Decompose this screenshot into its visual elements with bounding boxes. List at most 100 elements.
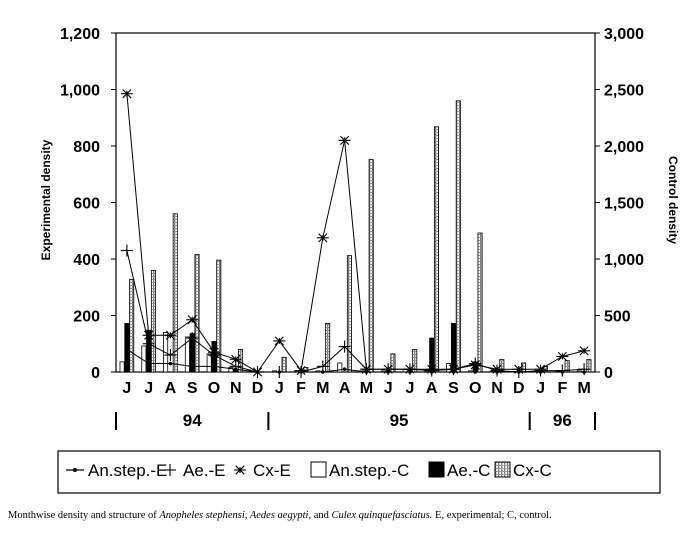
legend-label: Cx-C [513, 461, 552, 480]
month-label: S [187, 380, 198, 397]
month-label: J [122, 380, 131, 397]
bar [184, 336, 190, 373]
month-label: M [316, 380, 329, 397]
point [295, 365, 308, 376]
point [469, 360, 482, 370]
point [382, 364, 395, 374]
left-tick-label: 0 [91, 365, 100, 382]
bar [337, 362, 343, 373]
month-label: F [557, 380, 567, 397]
bar [228, 367, 234, 373]
bar-series-2 [129, 100, 592, 373]
series-line [126, 348, 585, 373]
bar [412, 348, 418, 373]
month-label: J [536, 380, 545, 397]
bar [446, 363, 452, 373]
month-label: F [296, 380, 306, 397]
legend-item: Ae.-C [428, 461, 490, 480]
caption-part: Monthwise density and structure of [8, 510, 160, 521]
point [125, 347, 129, 352]
point [164, 330, 177, 340]
point [164, 349, 177, 362]
legend: An.step.-E Ae.-E Cx-E An.step.-C Ae.-C Cx-C [57, 450, 661, 494]
left-tick-label: 400 [73, 252, 100, 269]
right-tick-label: 3,000 [604, 26, 644, 43]
month-label: N [491, 380, 503, 397]
point [251, 367, 264, 377]
legend-item: Cx-E [234, 461, 291, 480]
point [342, 367, 347, 371]
legend-box [57, 450, 661, 494]
point [186, 332, 199, 345]
point [403, 364, 416, 374]
point [491, 364, 504, 374]
right-axis-ticks: 0 500 1,000 1,500 2,000 2,500 3,000 [595, 26, 644, 382]
point [186, 315, 199, 325]
left-tick-label: 1,000 [60, 83, 100, 100]
point [316, 233, 329, 243]
legend-label: An.step.-C [329, 461, 409, 480]
point [578, 363, 591, 376]
bar [434, 126, 440, 373]
month-label: J [405, 380, 414, 397]
point [273, 366, 286, 378]
point [512, 364, 525, 374]
month-label: S [448, 380, 459, 397]
point [360, 364, 373, 374]
point [578, 346, 591, 356]
bar [368, 159, 374, 373]
left-tick-label: 800 [73, 139, 100, 156]
legend-item: An.step.-C [310, 461, 409, 480]
legend-label: Ae.-C [447, 461, 490, 480]
month-label: N [230, 380, 242, 397]
right-tick-label: 2,500 [604, 83, 644, 100]
bar [521, 362, 527, 373]
point [142, 337, 155, 350]
year-label: 94 [183, 411, 202, 430]
point [212, 364, 216, 369]
point [316, 360, 329, 373]
bar [194, 254, 200, 373]
bar-group [119, 100, 592, 373]
legend-label: Ae.-E [183, 461, 226, 480]
left-axis-ticks: 0 200 400 600 800 1,000 1,200 [60, 26, 116, 382]
year-labels: 94 95 96 [115, 411, 596, 430]
month-label: O [208, 380, 220, 397]
bar [455, 100, 461, 373]
point [207, 347, 220, 357]
point [556, 364, 569, 377]
right-tick-label: 500 [604, 309, 631, 326]
point [164, 464, 176, 476]
bar [281, 356, 287, 373]
year-label: 95 [390, 411, 409, 430]
month-label: M [577, 380, 590, 397]
month-label: A [339, 380, 351, 397]
month-label: A [165, 380, 177, 397]
point [142, 330, 155, 340]
right-tick-label: 1,500 [604, 196, 644, 213]
point [234, 465, 246, 475]
caption-part: Anopheles stephensi, Aedes aegypti, [159, 510, 312, 521]
line-series-2 [120, 89, 591, 377]
month-label: D [252, 380, 264, 397]
caption-part: E, experimental; C, control. [432, 510, 552, 521]
legend-item: An.step.-E [66, 461, 167, 480]
left-tick-label: 600 [73, 196, 100, 213]
legend-label: An.step.-E [88, 461, 167, 480]
bar [172, 213, 178, 373]
point [534, 364, 547, 374]
bar [129, 278, 135, 373]
series-line [126, 250, 585, 373]
month-label: J [275, 380, 284, 397]
point [168, 361, 173, 366]
y-axis-title: Experimental density [39, 139, 53, 260]
point [338, 135, 351, 145]
bar [119, 361, 125, 373]
figure-caption: Monthwise density and structure of Anoph… [8, 510, 688, 521]
year-label: 96 [553, 411, 572, 430]
month-label: A [426, 380, 438, 397]
bar [150, 269, 156, 373]
bar [346, 255, 352, 373]
